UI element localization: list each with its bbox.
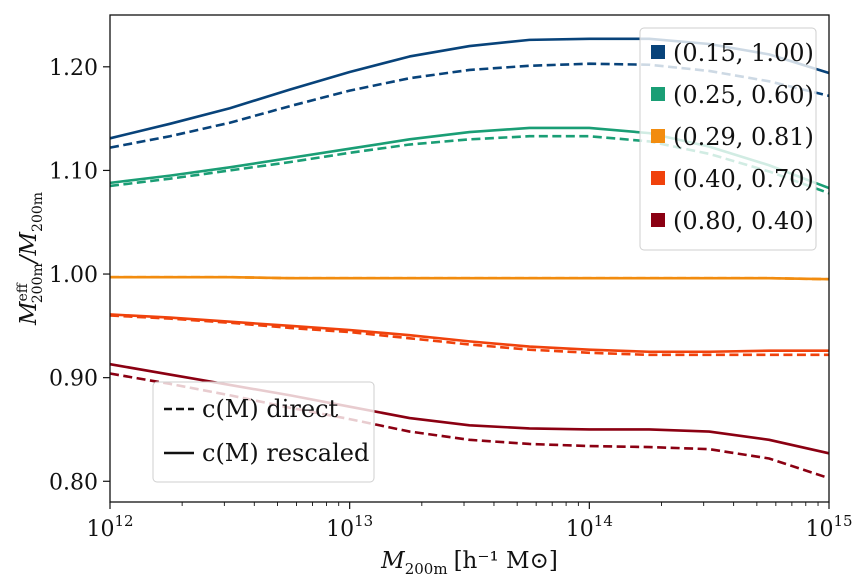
- y-tick-label: 1.10: [49, 159, 98, 184]
- y-tick-label: 0.80: [49, 470, 98, 495]
- y-tick-label: 1.20: [49, 56, 98, 81]
- legend-params-label: (0.25, 0.60): [673, 81, 814, 109]
- x-tick-label: 1014: [566, 512, 613, 542]
- legend-swatch: [651, 129, 665, 143]
- series-line-7-solid: [109, 313, 829, 354]
- plot-frame: [109, 14, 830, 503]
- legend-style-box: [152, 381, 375, 483]
- y-axis-title: Meff200m/M200m: [15, 192, 46, 326]
- legend-style-label: c(M) rescaled: [202, 439, 369, 467]
- legend-params-label: (0.15, 1.00): [673, 39, 814, 67]
- legend-swatch: [651, 45, 665, 59]
- legend-style-label: c(M) direct: [202, 395, 339, 423]
- legend-params-box: [639, 27, 817, 251]
- y-tick-label: 1.00: [49, 263, 98, 288]
- series-line-6-dashed: [110, 275, 830, 281]
- legend-swatch: [651, 171, 665, 185]
- x-tick-label: 1015: [805, 512, 852, 542]
- legend-swatch: [651, 213, 665, 227]
- legend-swatch: [651, 87, 665, 101]
- x-tick-label: 1013: [326, 512, 373, 542]
- legend-params-label: (0.80, 0.40): [673, 207, 814, 235]
- y-tick-label: 0.90: [49, 367, 98, 392]
- x-axis-title: M200m [h⁻¹ M⊙]: [380, 548, 558, 578]
- series-line-8-dashed: [109, 314, 829, 357]
- x-tick-label: 1012: [86, 512, 133, 542]
- legend-params-label: (0.29, 0.81): [673, 123, 814, 151]
- legend-params-label: (0.40, 0.70): [673, 165, 814, 193]
